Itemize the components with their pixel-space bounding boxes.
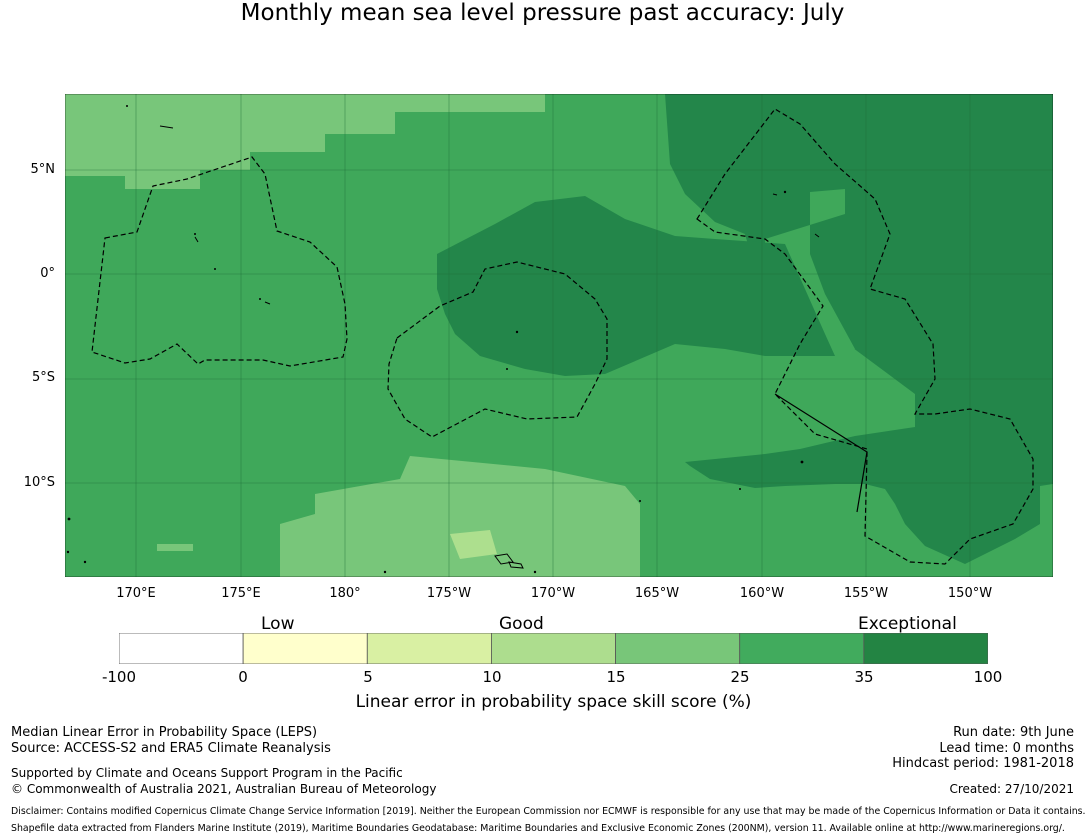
island-dot-6 (506, 368, 508, 370)
island-dot-4 (259, 298, 261, 300)
category-good: Good (499, 614, 544, 634)
island-dot-11 (383, 570, 387, 574)
island-dot-1 (126, 105, 128, 107)
lat-label-10s: 10°S (23, 475, 55, 490)
chart-title: Monthly mean sea level pressure past acc… (240, 0, 845, 26)
colorbar-tick-0: 0 (238, 668, 248, 686)
region-good-light-north (65, 94, 545, 189)
island-dot-10 (83, 560, 87, 564)
island-dot-14 (739, 488, 741, 490)
footer-lead-time: Lead time: 0 months (939, 741, 1074, 756)
colorbar-segment-4 (615, 633, 741, 664)
region-good-light-south (280, 456, 640, 577)
colorbar-tick-5: 5 (363, 668, 373, 686)
footer-shapefile-credit: Shapefile data extracted from Flanders M… (11, 823, 1065, 834)
lon-label-180: 180° (329, 586, 361, 601)
colorbar-segment-6 (863, 633, 988, 664)
footer-hindcast: Hindcast period: 1981-2018 (892, 756, 1074, 771)
island-dot-12 (533, 570, 537, 574)
colorbar-segment-0 (119, 633, 244, 664)
category-low: Low (261, 614, 295, 634)
footer-leps: Median Linear Error in Probability Space… (11, 725, 318, 740)
island-dot-5 (515, 330, 519, 334)
colorbar-segment-5 (739, 633, 865, 664)
eez-boundary-tokelau-samoa (387, 261, 608, 438)
eez-solid-boundary (774, 393, 868, 513)
island-dot-2 (194, 233, 196, 235)
lon-label-175w: 175°W (426, 586, 472, 601)
lat-label-0: 0° (40, 266, 55, 281)
eez-boundary-kiribati-gilbert (91, 156, 348, 367)
region-good-light-sw (157, 544, 193, 551)
footer-support: Supported by Climate and Oceans Support … (11, 766, 403, 780)
colorbar-tick-neg100: -100 (101, 668, 137, 686)
colorbar-tick-100: 100 (973, 668, 1003, 686)
footer-created: Created: 27/10/2021 (949, 782, 1074, 796)
island-dot-7 (783, 190, 787, 194)
eez-boundary-phoenix-line (696, 108, 1034, 565)
skill-map (65, 94, 1053, 577)
island-dot-15 (67, 517, 71, 521)
region-exceptional-center (437, 196, 835, 376)
colorbar-segment-2 (366, 633, 492, 664)
footer-copyright: © Commonwealth of Australia 2021, Austra… (11, 782, 437, 796)
footer-run-date: Run date: 9th June (953, 725, 1074, 740)
lon-label-155w: 155°W (843, 586, 889, 601)
lat-label-5n: 5°N (30, 162, 56, 177)
colorbar-tick-35: 35 (854, 668, 874, 686)
colorbar-segment-1 (242, 633, 368, 664)
footer-disclaimer: Disclaimer: Contains modified Copernicus… (11, 806, 1085, 817)
colorbar-tick-10: 10 (482, 668, 502, 686)
lon-label-170w: 170°W (530, 586, 576, 601)
category-exceptional: Exceptional (858, 614, 957, 634)
island-atoll-1 (159, 125, 820, 305)
region-good-pale (450, 530, 497, 559)
colorbar-segment-3 (491, 633, 616, 664)
lon-label-160w: 160°W (739, 586, 785, 601)
island-dot-9 (66, 550, 70, 554)
footer-source: Source: ACCESS-S2 and ERA5 Climate Reana… (11, 741, 331, 756)
colorbar-tick-25: 25 (730, 668, 750, 686)
island-dot-8 (800, 460, 804, 464)
lon-label-150w: 150°W (947, 586, 993, 601)
lat-label-5s: 5°S (31, 370, 55, 385)
colorbar-label: Linear error in probability space skill … (355, 692, 752, 712)
colorbar (119, 633, 988, 664)
island-dot-3 (214, 268, 216, 270)
colorbar-tick-15: 15 (606, 668, 626, 686)
island-samoa (494, 553, 524, 569)
island-dot-13 (639, 500, 641, 502)
lon-label-165w: 165°W (634, 586, 680, 601)
lon-label-175e: 175°E (221, 586, 261, 601)
lon-label-170e: 170°E (116, 586, 156, 601)
